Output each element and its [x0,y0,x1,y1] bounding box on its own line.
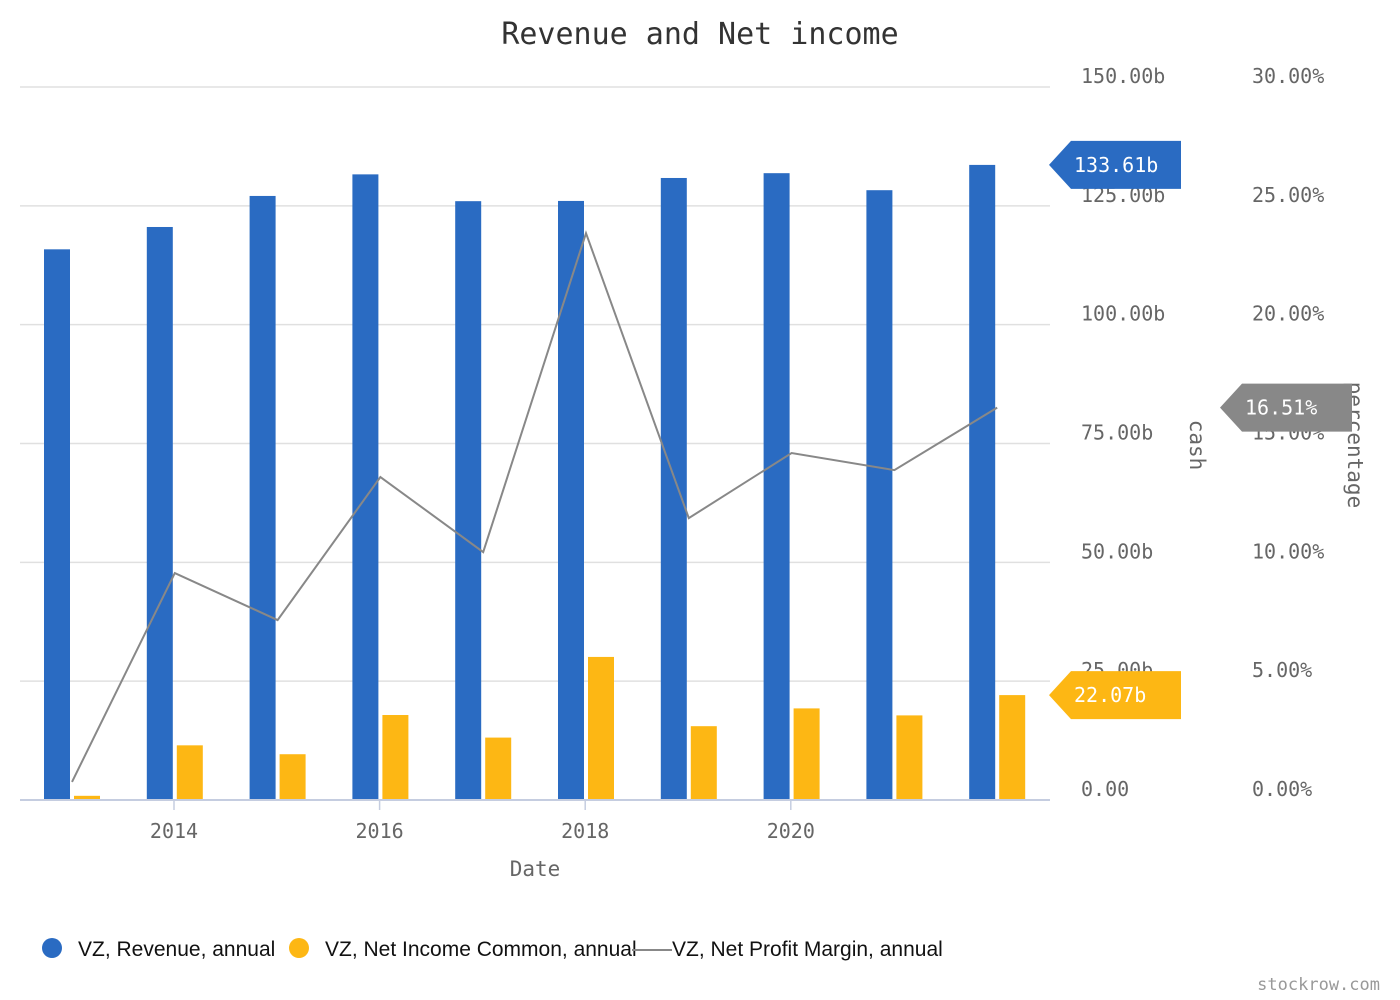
legend-net-income-label: VZ, Net Income Common, annual [325,938,637,961]
net-income-bar [793,708,820,800]
revenue-bar [44,249,70,800]
right-tick-label: 5.00% [1252,658,1312,682]
left-axis-title: cash [1185,420,1209,471]
revenue-badge [1049,140,1181,189]
left-tick-label: 75.00b [1081,421,1153,445]
net-income-bar [588,656,614,800]
revenue-badge-label: 133.61b [1074,153,1158,177]
revenue-bar [763,173,790,801]
right-tick-label: 20.00% [1252,302,1324,326]
net-income-bar [382,715,409,800]
net-profit-margin-badge [1220,383,1352,432]
legend-revenue-marker [42,938,62,958]
left-tick-label: 50.00b [1081,539,1153,563]
net-income-bar [690,726,717,800]
revenue-bar [455,201,482,801]
revenue-bar [352,174,379,800]
revenue-bar [558,200,584,801]
net-income-badge [1049,671,1181,720]
net-income-bar [896,715,923,800]
right-tick-label: 25.00% [1252,183,1324,207]
legend-margin-label: VZ, Net Profit Margin, annual [672,938,943,961]
net-profit-margin-badge-label: 16.51% [1245,396,1317,420]
x-tick-label: 2014 [150,819,198,843]
net-profit-margin-line [71,230,998,783]
revenue-bar [866,190,893,800]
net-income-bar [176,745,203,800]
x-tick-label: 2020 [767,819,815,843]
net-income-badge-label: 22.07b [1074,683,1146,707]
net-income-bar [74,795,100,800]
revenue-bar [660,177,687,800]
chart-title: Revenue and Net income [501,17,898,52]
legend-revenue-label: VZ, Revenue, annual [78,938,275,961]
x-axis-title: Date [510,857,561,881]
watermark: stockrow.com [1257,975,1380,995]
revenue-bar [969,164,996,801]
net-income-bar [485,737,512,800]
revenue-bar [146,226,173,801]
right-tick-label: 30.00% [1252,64,1324,88]
right-tick-label: 10.00% [1252,539,1324,563]
revenue-bar [249,195,276,800]
left-tick-label: 100.00b [1081,302,1165,326]
x-tick-label: 2016 [356,819,404,843]
left-tick-label: 150.00b [1081,64,1165,88]
left-tick-label: 0.00 [1081,777,1129,801]
right-tick-label: 0.00% [1252,777,1312,801]
net-income-bar [999,695,1026,800]
x-tick-label: 2018 [561,819,609,843]
legend-net-income-marker [289,938,309,958]
net-income-bar [279,754,306,800]
